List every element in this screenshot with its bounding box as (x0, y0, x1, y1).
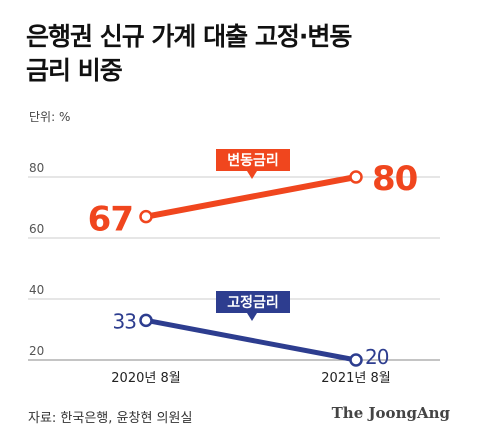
data-label: 67 (88, 200, 133, 240)
title-line-1: 은행권 신규 가계 대출 고정·변동 (26, 22, 352, 51)
series-line (143, 317, 359, 363)
y-tick-label: 20 (29, 344, 44, 358)
chart-title: 은행권 신규 가계 대출 고정·변동 금리 비중 (26, 20, 466, 88)
series-label-box (216, 291, 290, 313)
data-point (349, 353, 363, 367)
series-name-label: 고정금리 (227, 294, 279, 311)
y-tick-label: 80 (29, 161, 44, 175)
y-tick-label: 60 (29, 222, 44, 236)
data-label: 20 (365, 345, 389, 369)
data-point (139, 313, 153, 328)
series-label-box (216, 149, 290, 171)
x-tick-label: 2021년 8월 (321, 371, 390, 386)
series-line (143, 174, 359, 220)
brand-logo: The JoongAng (331, 404, 450, 422)
series-label-pointer (247, 171, 257, 179)
title-line-2: 금리 비중 (26, 56, 123, 85)
y-tick-label: 40 (29, 283, 44, 297)
source-note: 자료: 한국은행, 윤창현 의원실 (28, 411, 193, 426)
data-label: 33 (113, 309, 137, 333)
data-label: 80 (372, 159, 418, 199)
series-name-label: 변동금리 (227, 153, 279, 169)
data-point (349, 170, 363, 184)
x-tick-label: 2020년 8월 (111, 371, 180, 386)
unit-label: 단위: % (29, 110, 71, 124)
data-point (139, 209, 153, 224)
series-label-pointer (247, 313, 257, 321)
